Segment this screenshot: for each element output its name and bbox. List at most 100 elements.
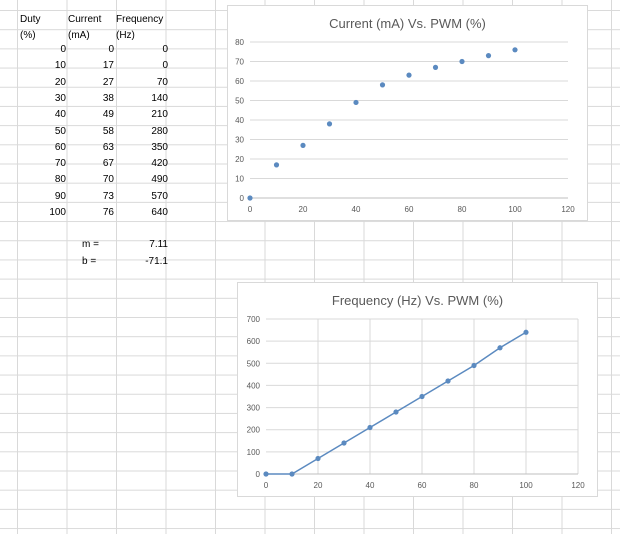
x-tick-label: 60 bbox=[405, 205, 414, 214]
table-cell[interactable]: 49 bbox=[102, 109, 114, 121]
table-cell[interactable]: 38 bbox=[102, 92, 114, 104]
chart-plot: 0 10 20 30 40 50 60 70 80 0 20 40 60 80 100 120 bbox=[235, 38, 575, 214]
slope-value[interactable]: 7.11 bbox=[149, 239, 168, 250]
y-tick-label: 80 bbox=[235, 38, 244, 47]
frequency-vs-pwm-chart[interactable]: 0 100 200 300 400 500 600 700 0 20 40 60 80 100 120 Fr… bbox=[237, 282, 598, 497]
x-tick-label: 120 bbox=[561, 205, 575, 214]
y-tick-label: 100 bbox=[247, 448, 261, 457]
x-tick-label: 20 bbox=[299, 205, 308, 214]
intercept-value[interactable]: -71.1 bbox=[145, 256, 168, 267]
column-header[interactable]: (Hz) bbox=[116, 30, 135, 41]
y-tick-label: 0 bbox=[240, 194, 245, 203]
data-point bbox=[263, 471, 269, 477]
y-tick-label: 10 bbox=[235, 175, 244, 184]
data-point bbox=[300, 142, 306, 148]
table-cell[interactable]: 50 bbox=[54, 125, 66, 137]
table-cell[interactable]: 60 bbox=[54, 141, 66, 153]
table-cell[interactable]: 73 bbox=[102, 190, 114, 202]
data-point bbox=[315, 455, 321, 462]
table-cell[interactable]: 70 bbox=[54, 158, 66, 170]
x-tick-label: 80 bbox=[458, 205, 467, 214]
intercept-label[interactable]: b = bbox=[82, 256, 97, 267]
y-tick-label: 400 bbox=[247, 381, 261, 390]
current-vs-pwm-chart[interactable]: 0 10 20 30 40 50 60 70 80 0 20 40 60 80 100 120 Current… bbox=[227, 5, 588, 221]
chart-plot: 0 100 200 300 400 500 600 700 0 20 40 60 80 100 120 bbox=[247, 315, 586, 490]
table-cell[interactable]: 10 bbox=[54, 60, 66, 72]
data-point bbox=[419, 393, 425, 400]
data-point bbox=[497, 345, 503, 351]
y-tick-label: 40 bbox=[235, 116, 244, 125]
x-tick-label: 80 bbox=[470, 481, 479, 490]
table-cell[interactable]: 0 bbox=[60, 44, 66, 55]
table-cell[interactable]: 70 bbox=[156, 76, 168, 88]
table-cell[interactable]: 570 bbox=[151, 190, 168, 202]
chart-title: Frequency (Hz) Vs. PWM (%) bbox=[331, 293, 504, 308]
series-line bbox=[266, 331, 527, 475]
x-tick-label: 20 bbox=[314, 481, 323, 490]
table-cell[interactable]: 210 bbox=[151, 109, 168, 121]
data-point bbox=[273, 162, 280, 168]
column-header[interactable]: Duty bbox=[20, 14, 41, 25]
x-tick-label: 60 bbox=[418, 481, 427, 490]
table-cell[interactable]: 30 bbox=[54, 92, 66, 104]
x-tick-label: 40 bbox=[352, 205, 361, 214]
x-tick-label: 0 bbox=[248, 205, 253, 214]
x-tick-label: 100 bbox=[508, 205, 522, 214]
chart-title: Current (mA) Vs. PWM (%) bbox=[329, 16, 486, 31]
table-cell[interactable]: 490 bbox=[151, 174, 168, 186]
y-tick-label: 700 bbox=[247, 315, 261, 324]
x-tick-label: 100 bbox=[519, 481, 533, 490]
slope-label[interactable]: m = bbox=[82, 239, 99, 250]
y-tick-label: 0 bbox=[256, 470, 261, 479]
table-cell[interactable]: 100 bbox=[49, 207, 66, 218]
table-cell[interactable]: 17 bbox=[102, 60, 114, 72]
y-tick-label: 300 bbox=[247, 404, 261, 413]
table-cell[interactable]: 140 bbox=[151, 92, 168, 104]
column-header[interactable]: (mA) bbox=[68, 30, 90, 41]
x-tick-label: 120 bbox=[571, 481, 585, 490]
table-cell[interactable]: 40 bbox=[54, 109, 66, 121]
column-header[interactable]: (%) bbox=[20, 30, 36, 41]
data-point bbox=[459, 58, 465, 65]
data-point bbox=[485, 53, 492, 59]
table-cell[interactable]: 20 bbox=[54, 76, 66, 88]
column-header[interactable]: Current bbox=[68, 14, 102, 25]
data-point bbox=[326, 121, 333, 127]
data-point bbox=[367, 424, 373, 431]
table-cell[interactable]: 58 bbox=[102, 125, 114, 137]
data-point bbox=[379, 82, 386, 88]
y-tick-label: 70 bbox=[235, 58, 244, 67]
table-cell[interactable]: 63 bbox=[102, 141, 114, 153]
data-point bbox=[432, 64, 439, 70]
table-cell[interactable]: 80 bbox=[54, 174, 66, 186]
table-cell[interactable]: 27 bbox=[102, 76, 114, 88]
data-point bbox=[353, 99, 359, 106]
y-tick-label: 200 bbox=[247, 426, 261, 435]
data-point bbox=[445, 378, 451, 384]
table-cell[interactable]: 280 bbox=[151, 125, 168, 137]
data-point bbox=[523, 329, 529, 335]
data-point bbox=[247, 195, 253, 201]
table-cell[interactable]: 67 bbox=[102, 158, 114, 170]
y-tick-label: 500 bbox=[247, 359, 261, 368]
table-cell[interactable]: 420 bbox=[151, 158, 168, 170]
table-cell[interactable]: 0 bbox=[162, 60, 168, 72]
table-cell[interactable]: 0 bbox=[108, 44, 114, 55]
table-cell[interactable]: 90 bbox=[54, 190, 66, 202]
table-cell[interactable]: 0 bbox=[162, 44, 168, 55]
data-point bbox=[341, 440, 347, 446]
y-tick-label: 50 bbox=[235, 97, 244, 106]
y-tick-label: 20 bbox=[235, 155, 244, 164]
y-tick-label: 60 bbox=[235, 77, 244, 86]
table-cell[interactable]: 70 bbox=[102, 174, 114, 186]
table-cell[interactable]: 350 bbox=[151, 141, 168, 153]
x-tick-label: 0 bbox=[264, 481, 269, 490]
y-tick-label: 600 bbox=[247, 337, 261, 346]
table-cell[interactable]: 76 bbox=[102, 207, 114, 218]
data-point bbox=[471, 362, 477, 369]
data-point bbox=[393, 409, 399, 415]
data-point bbox=[289, 471, 295, 477]
table-cell[interactable]: 640 bbox=[151, 207, 168, 218]
column-header[interactable]: Frequency bbox=[116, 14, 164, 25]
data-point bbox=[406, 72, 412, 78]
